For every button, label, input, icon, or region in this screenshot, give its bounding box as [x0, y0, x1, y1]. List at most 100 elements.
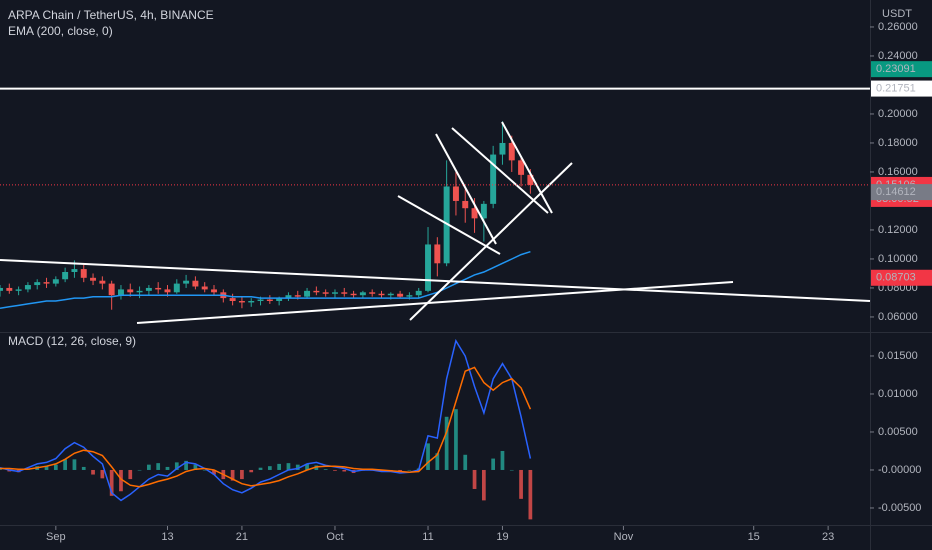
candle-body [52, 279, 59, 284]
candle-body [127, 289, 134, 293]
candle-body [183, 280, 190, 284]
histogram-bar [323, 469, 328, 470]
candle-body [164, 289, 171, 293]
trendline [409, 162, 573, 321]
x-tick-label: 15 [748, 531, 760, 543]
candle-body [266, 299, 273, 302]
y-tick-label: 0.01000 [878, 388, 918, 400]
trendline [397, 195, 501, 255]
y-tick-label: 0.18000 [878, 137, 918, 149]
candle-body [136, 290, 143, 293]
candle-body [173, 283, 180, 293]
candle-body [117, 289, 124, 296]
histogram-bar [72, 459, 77, 470]
candle-body [490, 154, 497, 204]
y-tick-label: 0.16000 [878, 166, 918, 178]
candle-body [369, 292, 376, 294]
histogram-bar [472, 469, 477, 489]
candle-body [406, 295, 413, 297]
x-tick-label: Oct [326, 531, 343, 543]
histogram-bar [286, 463, 291, 470]
candle-body [192, 280, 199, 287]
trendline [136, 281, 734, 324]
x-tick-label: 21 [236, 531, 248, 543]
histogram-bar [165, 466, 170, 470]
candle-body [397, 293, 404, 297]
candle-body [99, 280, 106, 284]
price-label: 0.21751 [876, 82, 916, 94]
candle-body [155, 287, 162, 290]
y-tick-label: -0.00000 [878, 464, 921, 476]
histogram-bar [230, 469, 235, 481]
histogram-bar [407, 469, 412, 471]
candle-body [527, 174, 534, 186]
candle-body [462, 200, 469, 209]
trendline [0, 259, 871, 302]
candle-body [15, 289, 22, 291]
unit-label: USDT [882, 8, 912, 20]
y-tick-label: 0.20000 [878, 108, 918, 120]
histogram-bar [305, 463, 309, 470]
price-label-box [871, 61, 932, 78]
histogram-bar [519, 469, 523, 499]
x-tick-label: 13 [161, 531, 173, 543]
price-label-box [871, 269, 932, 286]
price-label: 0.23091 [876, 63, 916, 75]
candle-body [425, 244, 431, 291]
chart-title: ARPA Chain / TetherUS, 4h, BINANCE [8, 8, 214, 22]
candle-body [6, 287, 13, 291]
line-series [0, 338, 532, 502]
line-series [0, 366, 532, 488]
candle-body [434, 244, 441, 264]
histogram-bar [156, 463, 161, 470]
candle-body [80, 269, 87, 278]
x-tick-label: 11 [422, 531, 433, 543]
plot [0, 121, 534, 520]
candle-body [285, 295, 292, 299]
trendline [501, 121, 553, 214]
candle-body [145, 287, 152, 291]
histogram-bar [44, 466, 49, 470]
y-tick-label: 0.24000 [878, 50, 918, 62]
candle-body [359, 292, 366, 296]
histogram-bar [202, 469, 207, 471]
histogram-bar [426, 443, 430, 470]
candle-body [331, 292, 338, 294]
candle-body [341, 292, 348, 294]
y-tick-label: 0.00500 [878, 426, 918, 438]
candle-body [43, 282, 50, 284]
price-label-box [871, 80, 932, 97]
candle-body [257, 299, 264, 302]
candle-body [0, 287, 3, 291]
histogram-bar [0, 469, 2, 470]
candle-body [443, 186, 450, 264]
histogram-bar [500, 450, 505, 470]
trendline [435, 133, 497, 245]
histogram-bar [528, 469, 533, 520]
histogram-bar [53, 464, 58, 470]
y-tick-label: 0.10000 [878, 253, 918, 265]
candle-body [294, 295, 301, 297]
histogram-bar [509, 469, 514, 471]
candle-body [62, 272, 69, 280]
candle-body [322, 292, 329, 294]
y-tick-label: 0.06000 [878, 311, 918, 323]
histogram-bar [63, 459, 67, 470]
candle-body [378, 293, 385, 296]
x-tick-label: Nov [614, 531, 634, 543]
histogram-bar [435, 453, 440, 470]
histogram-bar [258, 467, 263, 470]
histogram-bar [333, 469, 337, 471]
histogram-bar [277, 463, 282, 470]
histogram-bar [454, 409, 458, 470]
x-tick-label: 23 [822, 531, 834, 543]
histogram-bar [295, 464, 300, 470]
candle-body [480, 203, 487, 219]
candle-body [387, 293, 394, 296]
price-label: 0.08703 [876, 272, 916, 284]
histogram-bar [463, 454, 468, 470]
histogram-bar [137, 469, 142, 471]
histogram-bar [398, 469, 402, 472]
candle-body [34, 282, 41, 286]
